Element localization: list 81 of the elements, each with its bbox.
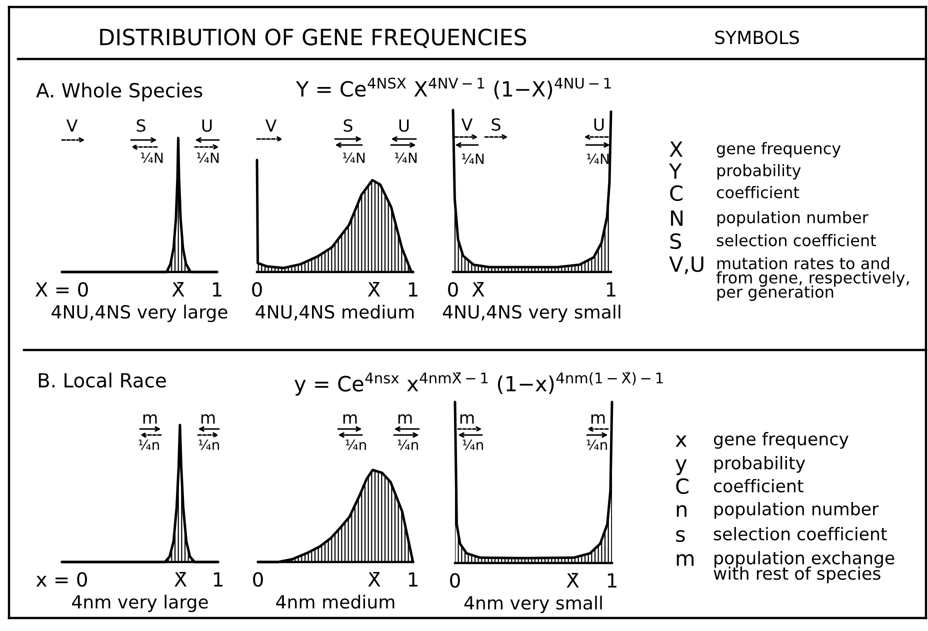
annotation: U [594,118,604,131]
x-axis-title: 4nm very large [72,594,208,612]
text: probability [717,164,801,180]
text: N [671,210,683,226]
annotation: ¼N [197,152,219,164]
text: y [676,459,687,476]
text: n [676,505,686,517]
text: x [676,435,687,447]
text: B. Local Race [38,372,166,388]
text: gene frequency [714,432,848,449]
annotation: ¼n [586,440,607,450]
text: mutation rates to and from gene, respectively, per generation [716,257,909,301]
text: probability [714,456,806,473]
x-tick-label: X̄ [472,282,484,296]
x-tick-label: 1 [214,572,222,586]
text: S [344,119,352,132]
x-axis-title: 4NU,4NS very small [442,304,620,322]
text: S [136,119,146,132]
annotation: ¼n [462,440,483,450]
x-tick-label: X̄ [368,572,380,586]
text: DISTRIBUTION OF GENE FREQUENCIES [100,28,526,48]
text: Y [668,164,682,179]
annotation: V [461,118,473,131]
text: selection coefficient [714,527,887,540]
x-axis-title: 4NU,4NS medium [256,304,414,321]
text: population exchange with rest of species [714,551,894,584]
text: U [399,119,409,132]
text: C [670,185,682,202]
text: SYMBOLS [715,30,799,44]
text: U [202,119,212,132]
text: population number [714,502,879,519]
x-tick-label: X = 0 [35,282,88,297]
text: population number [717,211,868,226]
x-tick-label: 1 [212,282,222,296]
x-tick-label: X̄ [566,573,579,588]
text: gene frequency [716,142,841,158]
text: s [676,530,685,542]
text: m [201,414,215,424]
text: S [670,233,682,250]
x-tick-label: X̄ [174,572,187,586]
x-axis-title: 4nm very small [464,596,602,614]
x-tick-label: 0 [252,282,262,297]
text: coefficient [714,479,804,492]
x-tick-label: 1 [606,282,616,296]
annotation: ¼N [395,152,417,164]
annotation: ¼N [587,154,609,164]
annotation: m [460,414,474,424]
text: C [676,478,688,494]
x-tick-label: 1 [408,572,418,586]
annotation: ¼N [343,152,365,164]
text: V [66,119,78,132]
x-axis-title: 4nm medium [276,594,394,609]
x-tick-label: 1 [408,282,418,296]
text: A. Whole Species [36,82,202,102]
text: m [343,414,357,424]
x-axis-title: 4NU,4NS very large [52,304,228,322]
annotation: m [591,414,605,424]
annotation: ¼n [138,440,159,450]
x-tick-label: X̄ [368,282,380,296]
text: ¼n [346,440,366,450]
text: m [398,414,412,424]
text: V [265,119,277,132]
text: selection coefficient [716,234,876,246]
text: m [676,554,694,566]
annotation: ¼N [141,152,163,164]
x-tick-label: 1 [608,573,616,588]
x-tick-label: X̄ [172,282,184,296]
x-tick-label: x = 0 [36,572,87,587]
text: V,U [669,256,704,274]
text: ¼n [398,440,418,450]
x-tick-label: 0 [253,572,263,587]
text: X [670,142,683,157]
text: Y = Ce$^{4NSX}$ X$^{4NV−1}$ (1−X)$^{4NU−1}$ [296,78,611,100]
annotation: S [492,118,500,131]
text: coefficient [716,186,800,198]
annotation: ¼N [462,154,484,164]
x-tick-label: 0 [448,282,458,297]
annotation: ¼n [198,440,219,450]
x-tick-label: 0 [450,573,460,588]
text: y = Ce$^{4nsx}$ x$^{4nmX̄−1}$ (1−x)$^{4nm(1−X̄)−1}$ [294,372,663,396]
text: m [143,414,157,424]
